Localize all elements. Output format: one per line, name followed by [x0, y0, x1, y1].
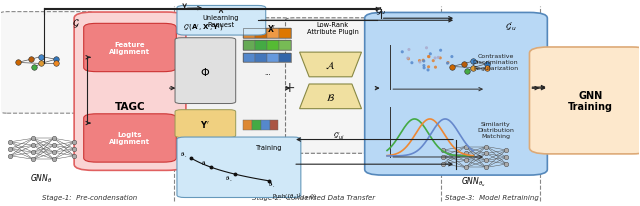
Text: ...: ... [264, 70, 271, 75]
Point [430, 57, 440, 60]
Text: $\theta_{t_1}$: $\theta_{t_1}$ [180, 150, 187, 159]
Text: Feature
Alignment: Feature Alignment [109, 42, 150, 55]
Text: TAGC: TAGC [115, 101, 145, 111]
Text: $GNN_{\theta_u}$: $GNN_{\theta_u}$ [461, 175, 486, 188]
Text: $\theta_{t_L}$: $\theta_{t_L}$ [268, 180, 276, 189]
Bar [243, 41, 255, 51]
Point [403, 58, 413, 61]
Point [415, 61, 425, 64]
FancyBboxPatch shape [171, 19, 291, 163]
Text: Stage-2:  Condensed Data Transfer: Stage-2: Condensed Data Transfer [252, 194, 375, 200]
Bar [243, 53, 255, 63]
Point [442, 62, 452, 66]
Bar [268, 41, 279, 51]
Bar [279, 41, 291, 51]
Text: $\Phi$: $\Phi$ [200, 65, 210, 77]
Bar [243, 121, 252, 131]
FancyBboxPatch shape [84, 24, 176, 72]
Bar [243, 41, 291, 51]
Point [424, 66, 434, 69]
Point [424, 56, 434, 59]
Text: $\mathcal{B}$: $\mathcal{B}$ [326, 91, 335, 102]
Bar [255, 41, 268, 51]
Bar [243, 29, 291, 39]
Point [403, 57, 413, 61]
Point [418, 59, 428, 63]
Point [443, 62, 453, 65]
FancyBboxPatch shape [177, 137, 301, 198]
Text: Logits
Alignment: Logits Alignment [109, 132, 150, 145]
Text: Unlearning
Request: Unlearning Request [203, 15, 239, 28]
Polygon shape [300, 53, 362, 77]
Point [419, 67, 429, 70]
Point [428, 60, 438, 63]
Text: $\mathcal{A}$: $\mathcal{A}$ [325, 60, 335, 71]
FancyBboxPatch shape [175, 39, 236, 104]
Text: Training: Training [255, 144, 282, 150]
Text: $\mathcal{G}'(\mathbf{A}', \mathbf{X}', \mathbf{Y}')$: $\mathcal{G}'(\mathbf{A}', \mathbf{X}', … [182, 23, 223, 34]
Point [414, 60, 424, 63]
Bar [243, 53, 291, 63]
FancyBboxPatch shape [0, 13, 95, 114]
Text: $\mathbf{Y}'$: $\mathbf{Y}'$ [200, 118, 210, 129]
Point [421, 47, 431, 50]
FancyBboxPatch shape [439, 19, 537, 130]
Text: GNN
Training: GNN Training [568, 90, 612, 112]
Text: $\mathcal{G}$: $\mathcal{G}$ [72, 18, 80, 30]
FancyBboxPatch shape [529, 48, 640, 154]
Point [423, 69, 433, 72]
Bar [269, 121, 278, 131]
Text: $\mathrm{Push}(\{\theta_{t_l}\}_{l=1}^{L}, \mathcal{Q})$: $\mathrm{Push}(\{\theta_{t_l}\}_{l=1}^{L… [272, 190, 317, 201]
Point [404, 49, 414, 52]
Text: Stage-3:  Model Retraining: Stage-3: Model Retraining [445, 194, 540, 200]
Bar [268, 53, 279, 63]
Text: $\mathcal{G}'_u$: $\mathcal{G}'_u$ [506, 20, 518, 33]
Bar [255, 53, 268, 63]
Bar [255, 29, 268, 39]
Point [435, 57, 445, 60]
Point [407, 62, 417, 65]
Text: $\theta_{t_3}$: $\theta_{t_3}$ [225, 174, 232, 183]
Point [424, 56, 434, 59]
Text: $GNN_{\theta}$: $GNN_{\theta}$ [29, 171, 52, 184]
Polygon shape [300, 85, 362, 109]
Point [447, 56, 457, 59]
FancyBboxPatch shape [74, 13, 186, 171]
Point [425, 53, 435, 56]
Bar [268, 29, 279, 39]
FancyBboxPatch shape [285, 19, 381, 153]
Point [433, 56, 444, 60]
Point [430, 66, 440, 69]
Text: $\theta_{t_2}$: $\theta_{t_2}$ [201, 159, 209, 169]
Bar [261, 121, 269, 131]
Text: Similarity
Distribution
Matching: Similarity Distribution Matching [477, 121, 514, 138]
Text: Low-Rank
Attribute Plugin: Low-Rank Attribute Plugin [307, 22, 358, 35]
Text: $\mathbf{X}'$: $\mathbf{X}'$ [268, 23, 276, 34]
Point [419, 64, 429, 68]
Point [397, 51, 408, 54]
Point [435, 49, 445, 53]
Bar [243, 29, 255, 39]
FancyBboxPatch shape [84, 114, 176, 162]
Text: $\mathcal{G}'_{ui}$: $\mathcal{G}'_{ui}$ [333, 130, 345, 141]
FancyBboxPatch shape [177, 6, 266, 36]
Bar [252, 121, 261, 131]
Text: Stage-1:  Pre-condensation: Stage-1: Pre-condensation [42, 194, 138, 200]
FancyBboxPatch shape [365, 13, 547, 175]
FancyBboxPatch shape [175, 110, 236, 138]
Text: Contrastive
Discrimination
Regularization: Contrastive Discrimination Regularizatio… [473, 54, 518, 70]
Point [419, 60, 429, 63]
Bar [279, 29, 291, 39]
Text: +: + [284, 81, 295, 95]
Bar [279, 53, 291, 63]
Text: $\mathcal{G}_u$: $\mathcal{G}_u$ [375, 5, 386, 16]
